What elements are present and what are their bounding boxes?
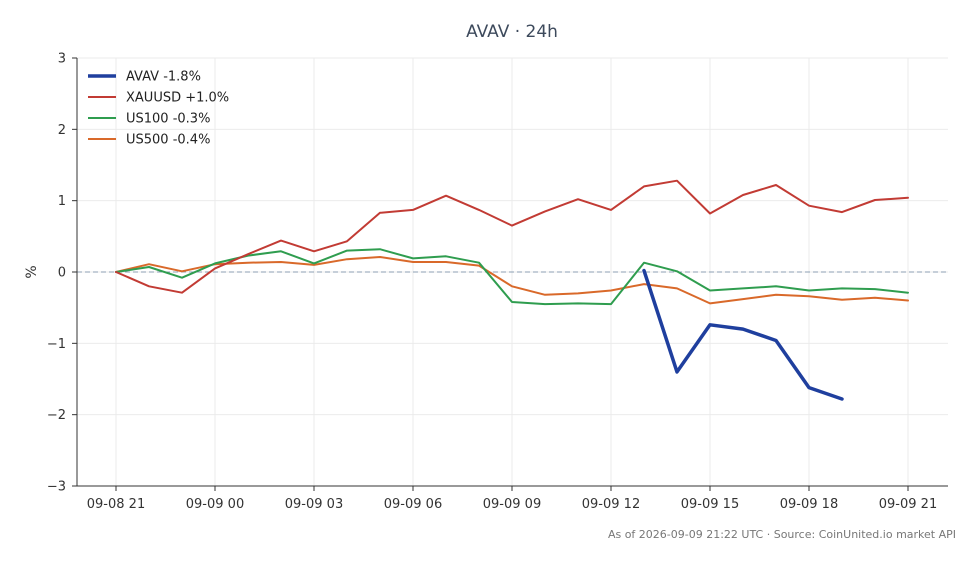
x-tick-label: 09-09 03: [285, 497, 343, 512]
x-tick-label: 09-09 09: [483, 497, 541, 512]
legend-label-avav: AVAV -1.8%: [126, 70, 201, 85]
y-tick-label: 2: [58, 123, 66, 138]
y-tick-label: 0: [58, 266, 66, 281]
legend-label-xauusd: XAUUSD +1.0%: [126, 91, 229, 106]
legend-label-us100: US100 -0.3%: [126, 112, 210, 127]
x-tick-label: 09-09 06: [384, 497, 442, 512]
legend: AVAV -1.8% XAUUSD +1.0% US100 -0.3% US500 -…: [88, 70, 229, 148]
y-axis-title-wrap: %: [24, 265, 40, 278]
y-tick-label: 1: [58, 194, 66, 209]
axes: 3 2 1 0 −1 −2 −3 09-08 21 09-09 00 09-09 03 09-09 …: [47, 52, 948, 512]
x-tick-label: 09-08 21: [87, 497, 145, 512]
footer-note: As of 2026-09-09 21:22 UTC · Source: Coi…: [608, 528, 956, 541]
x-tick-label: 09-09 15: [681, 497, 739, 512]
y-tick-label: −1: [47, 337, 66, 352]
chart-title: AVAV · 24h: [466, 22, 558, 42]
y-tick-label: −3: [47, 480, 66, 495]
x-tick-label: 09-09 21: [879, 497, 937, 512]
series-layer: [115, 179, 909, 401]
series-line-avav: [642, 268, 844, 401]
series-line-us100: [115, 248, 909, 306]
series-line-xauusd: [115, 179, 909, 294]
y-tick-label: −2: [47, 408, 66, 423]
x-tick-label: 09-09 12: [582, 497, 640, 512]
x-tick-label: 09-09 00: [186, 497, 244, 512]
legend-label-us500: US500 -0.4%: [126, 133, 210, 148]
y-axis-title: %: [24, 265, 40, 278]
series-line-us500: [115, 256, 909, 305]
x-tick-label: 09-09 18: [780, 497, 838, 512]
y-tick-label: 3: [58, 52, 66, 67]
